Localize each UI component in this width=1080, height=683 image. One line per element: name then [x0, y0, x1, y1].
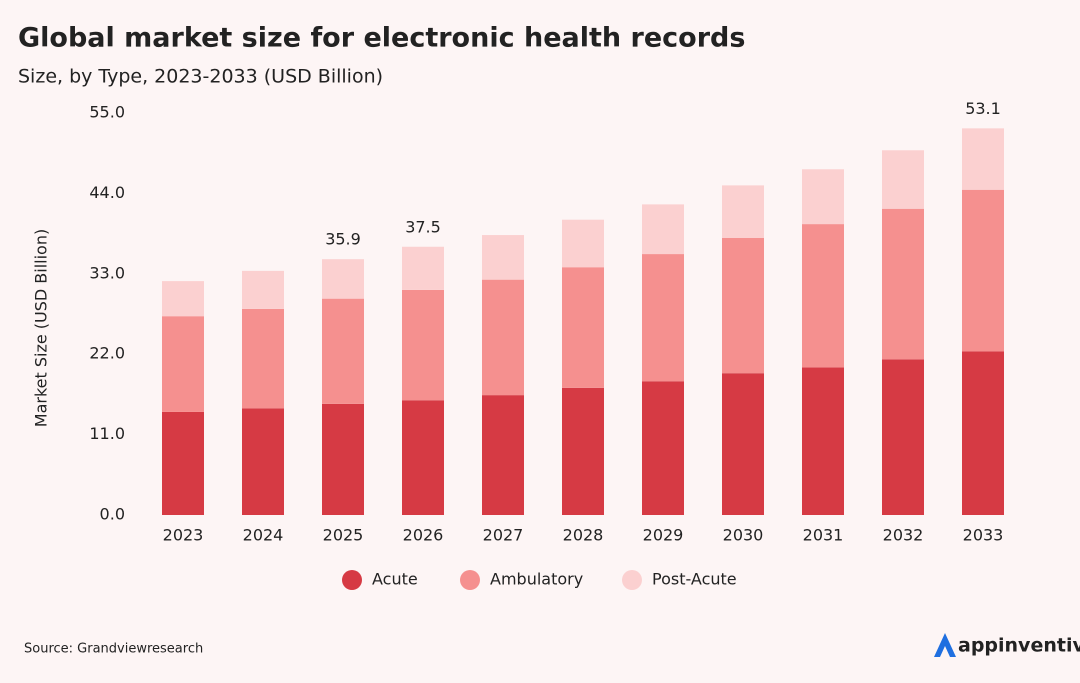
bar-segment: [642, 254, 684, 382]
x-tick-label: 2026: [403, 526, 444, 545]
annotation: 35.9: [325, 230, 361, 249]
bar-segment: [562, 267, 604, 388]
bar-segment: [482, 279, 524, 396]
bar-segment: [402, 246, 444, 290]
bar-segment: [642, 381, 684, 515]
bar-segment: [962, 128, 1004, 190]
bar-segment: [962, 351, 1004, 515]
x-tick-label: 2030: [723, 526, 764, 545]
brand: appinventiv: [958, 635, 1080, 657]
source: Source: Grandviewresearch: [24, 642, 203, 657]
annotation: 53.1: [965, 99, 1001, 118]
bar-segment: [882, 359, 924, 515]
x-tick-label: 2025: [323, 526, 364, 545]
legend-swatch: [622, 570, 642, 590]
x-tick-label: 2029: [643, 526, 684, 545]
x-tick-label: 2028: [563, 526, 604, 545]
x-tick-label: 2024: [243, 526, 284, 545]
bar-segment: [322, 403, 364, 515]
bar-segment: [882, 208, 924, 360]
x-tick-label: 2027: [483, 526, 524, 545]
bar-segment: [402, 400, 444, 515]
bar-segment: [162, 316, 204, 412]
bar-segment: [242, 270, 284, 309]
bar-segment: [562, 219, 604, 268]
chart-subtitle: Size, by Type, 2023-2033 (USD Billion): [18, 66, 383, 88]
bar-segment: [242, 408, 284, 515]
legend-label: Post-Acute: [652, 570, 737, 589]
y-tick-label: 22.0: [89, 344, 125, 363]
legend-label: Ambulatory: [490, 570, 583, 589]
y-tick-label: 33.0: [89, 263, 125, 282]
legend-swatch: [342, 570, 362, 590]
annotation: 37.5: [405, 217, 441, 236]
bar-segment: [242, 308, 284, 409]
legend-label: Acute: [372, 570, 418, 589]
bar-segment: [162, 281, 204, 317]
bar-segment: [322, 298, 364, 404]
x-tick-label: 2032: [883, 526, 924, 545]
y-tick-label: 55.0: [89, 103, 125, 122]
bar-segment: [482, 235, 524, 280]
bar-segment: [162, 411, 204, 515]
bar-segment: [402, 289, 444, 401]
bar-segment: [882, 150, 924, 209]
bar-segment: [802, 169, 844, 225]
x-tick-label: 2031: [803, 526, 844, 545]
y-axis-label: Market Size (USD Billion): [32, 229, 51, 427]
bar-segment: [562, 387, 604, 515]
bar-segment: [962, 189, 1004, 352]
bar-segment: [642, 204, 684, 255]
y-tick-label: 11.0: [89, 424, 125, 443]
bar-segment: [482, 395, 524, 515]
chart-title: Global market size for electronic health…: [18, 23, 745, 54]
bar-segment: [802, 367, 844, 515]
bar-segment: [722, 373, 764, 515]
bar-segment: [722, 185, 764, 238]
x-tick-label: 2023: [163, 526, 204, 545]
brand-logo: [934, 633, 956, 657]
bar-segment: [722, 237, 764, 374]
legend-swatch: [460, 570, 480, 590]
bar-segment: [322, 259, 364, 299]
y-tick-label: 0.0: [100, 505, 125, 524]
y-tick-label: 44.0: [89, 183, 125, 202]
bar-segment: [802, 224, 844, 368]
x-tick-label: 2033: [963, 526, 1004, 545]
